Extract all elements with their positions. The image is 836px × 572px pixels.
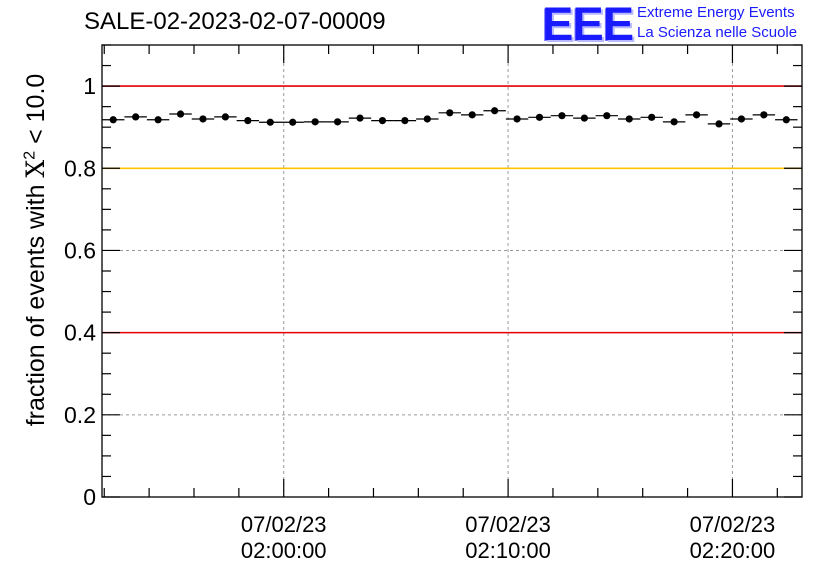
eee-logo-mark: EEE — [542, 0, 634, 50]
eee-logo: EEE Extreme Energy Events La Scienza nel… — [542, 0, 832, 48]
y-axis-label-suffix: < 10.0 — [22, 73, 50, 151]
data-point — [423, 115, 431, 123]
data-point — [670, 118, 678, 126]
data-point — [558, 112, 566, 120]
y-axis-label-prefix: fraction of events with — [22, 177, 50, 427]
x-tick-label-time: 02:00:00 — [241, 538, 327, 563]
data-point — [378, 117, 387, 125]
x-tick-label-time: 02:20:00 — [690, 538, 776, 563]
data-point — [199, 115, 207, 123]
y-tick-label: 0.8 — [64, 155, 96, 181]
data-point — [109, 116, 117, 124]
reference-lines — [102, 85, 802, 334]
data-point — [244, 117, 252, 125]
data-point — [580, 114, 588, 122]
x-tick-label-date: 07/02/23 — [690, 512, 776, 537]
data-point — [782, 116, 790, 124]
data-point — [625, 115, 633, 123]
data-point — [715, 120, 723, 128]
axes: 00.20.40.60.8107/02/2302:00:0007/02/2302… — [64, 44, 803, 563]
y-tick-label: 0.2 — [64, 402, 96, 428]
data-points — [102, 107, 798, 128]
x-tick-label-time: 02:10:00 — [465, 538, 551, 563]
x-tick-label-date: 07/02/23 — [241, 512, 327, 537]
data-point — [513, 115, 521, 123]
data-point — [692, 111, 701, 119]
data-point — [401, 117, 409, 125]
y-axis-label-exponent: 2 — [21, 150, 39, 160]
data-point — [760, 111, 768, 119]
data-point — [603, 112, 611, 120]
logo-line-2: La Scienza nelle Scuole — [637, 24, 798, 41]
data-point — [468, 111, 476, 119]
y-axis-label-symbol: X — [21, 159, 50, 178]
data-point — [221, 113, 229, 121]
data-point — [356, 114, 364, 122]
y-axis-label: fraction of events with X2 < 10.0 — [21, 74, 51, 427]
data-point — [266, 118, 274, 126]
data-point — [176, 110, 185, 118]
y-tick-label: 0 — [83, 484, 96, 510]
data-point — [491, 107, 499, 115]
data-point — [737, 115, 746, 123]
y-tick-label: 1 — [83, 73, 96, 99]
data-point — [333, 118, 342, 126]
x-tick-label-date: 07/02/23 — [465, 512, 551, 537]
logo-line-1: Extreme Energy Events — [637, 4, 795, 21]
data-point — [154, 116, 162, 124]
data-point — [311, 118, 319, 126]
data-point — [289, 118, 297, 126]
data-point — [535, 113, 544, 121]
data-point — [648, 113, 656, 121]
chart-title: SALE-02-2023-02-07-00009 — [84, 8, 386, 35]
y-tick-label: 0.6 — [64, 237, 96, 263]
data-point — [446, 109, 454, 117]
data-point — [132, 113, 140, 121]
y-tick-label: 0.4 — [64, 320, 96, 346]
